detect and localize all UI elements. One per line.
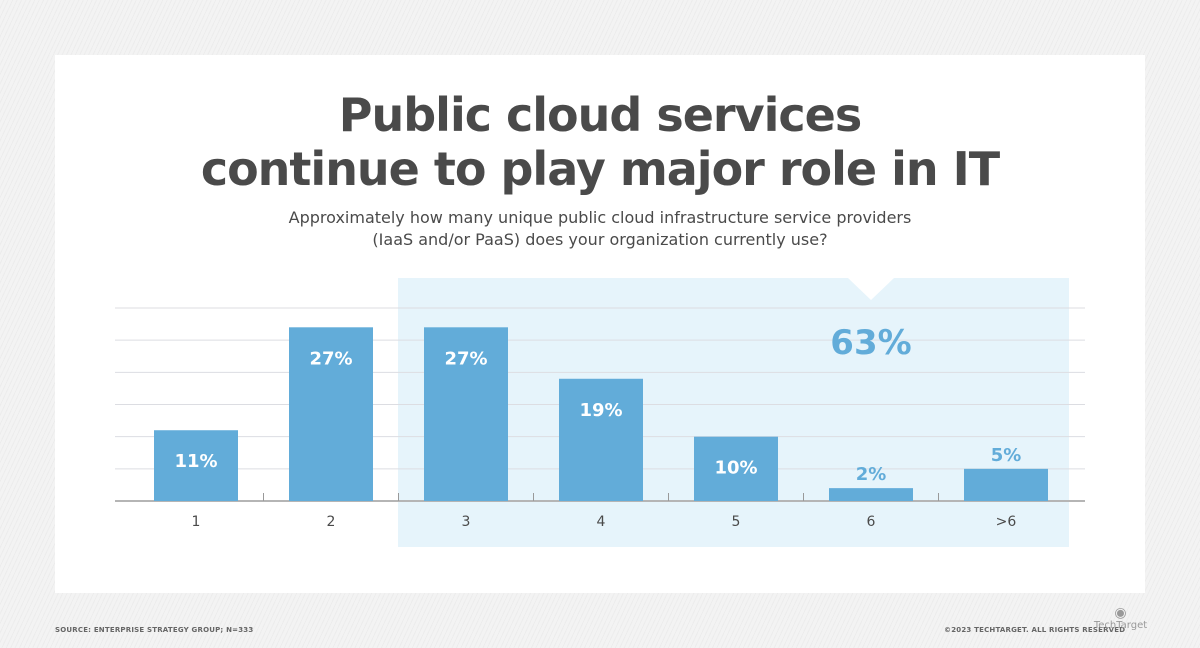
highlight-total-label: 63% xyxy=(830,323,911,363)
data-label: 27% xyxy=(444,348,487,369)
x-tick-label: 5 xyxy=(732,514,741,530)
data-label: 11% xyxy=(174,451,217,472)
x-tick-label: 2 xyxy=(327,514,336,530)
x-tick-label: 6 xyxy=(867,514,876,530)
source-note: SOURCE: ENTERPRISE STRATEGY GROUP; N=333 xyxy=(55,626,254,634)
title-line-1: Public cloud services xyxy=(338,88,862,142)
x-tick-label: >6 xyxy=(996,514,1017,530)
bar-6 xyxy=(829,488,913,501)
x-tick-label: 4 xyxy=(597,514,606,530)
x-tick-label: 3 xyxy=(462,514,471,530)
bar-4 xyxy=(559,378,643,501)
bar-3 xyxy=(424,327,508,501)
data-label: 2% xyxy=(856,464,887,485)
data-label: 10% xyxy=(714,458,757,479)
bar-5 xyxy=(694,436,778,501)
bar-1 xyxy=(154,430,238,501)
data-label: 5% xyxy=(991,445,1022,466)
chart-subtitle: Approximately how many unique public clo… xyxy=(0,207,1200,251)
logo-text: TechTarget xyxy=(1093,620,1148,631)
subtitle-line-1: Approximately how many unique public clo… xyxy=(288,208,912,227)
x-tick-label: 1 xyxy=(192,514,201,530)
techtarget-logo: ◉ TechTarget xyxy=(1093,606,1148,631)
copyright-note: ©2023 TECHTARGET. ALL RIGHTS RESERVED xyxy=(944,626,1126,634)
bar-2 xyxy=(289,327,373,501)
eye-icon: ◉ xyxy=(1114,605,1127,621)
data-label: 27% xyxy=(309,348,352,369)
chart-title: Public cloud services continue to play m… xyxy=(0,88,1200,196)
data-label: 19% xyxy=(579,400,622,421)
subtitle-line-2: (IaaS and/or PaaS) does your organizatio… xyxy=(372,230,828,249)
bar->6 xyxy=(964,468,1048,501)
title-line-2: continue to play major role in IT xyxy=(200,142,1000,196)
